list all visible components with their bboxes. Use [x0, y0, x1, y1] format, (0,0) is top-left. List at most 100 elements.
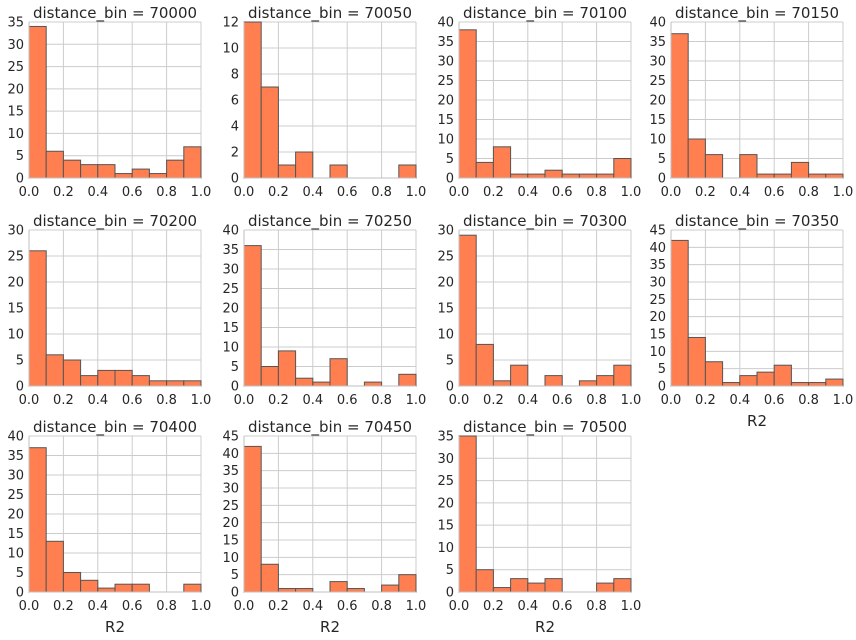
histogram-bar: [596, 173, 615, 179]
subplot-title: distance_bin = 70150: [675, 4, 839, 23]
y-tick-label: 5: [231, 568, 239, 583]
y-tick-label: 10: [7, 328, 24, 343]
y-tick-label: 5: [16, 354, 24, 369]
y-tick-label: 20: [222, 302, 239, 317]
y-tick-label: 0: [16, 172, 24, 187]
histogram-bar: [756, 371, 775, 387]
y-tick-label: 20: [7, 82, 24, 97]
y-tick-label: 20: [7, 508, 24, 523]
histogram-bar: [613, 364, 632, 387]
y-tick-label: 30: [437, 452, 454, 467]
histogram-bar: [510, 173, 529, 179]
x-tick-label: 1.0: [621, 185, 642, 200]
histogram-bar: [475, 569, 494, 593]
y-tick-label: 35: [649, 258, 666, 273]
histogram-bar: [596, 375, 615, 387]
y-tick-label: 10: [222, 551, 239, 566]
y-tick-label: 0: [446, 380, 454, 395]
histogram-bar: [97, 587, 116, 593]
histogram-bar: [277, 164, 297, 179]
x-tick-label: 0.6: [764, 185, 785, 200]
histogram-bar: [722, 382, 741, 387]
x-tick-label: 0.2: [53, 599, 74, 614]
histogram-bar: [381, 584, 400, 593]
subplot-title: distance_bin = 70100: [463, 4, 627, 23]
x-tick-label: 0.6: [337, 599, 358, 614]
histogram-bar: [148, 380, 168, 387]
histogram-bar: [62, 359, 82, 387]
x-tick-label: 0.2: [268, 599, 289, 614]
histogram-bar: [475, 161, 494, 179]
x-tick-label: 0.8: [156, 599, 177, 614]
y-tick-label: 25: [222, 499, 239, 514]
histogram-bar: [329, 581, 348, 593]
histogram-bar: [45, 150, 64, 179]
x-tick-label: 0.2: [483, 185, 504, 200]
y-tick-label: 25: [649, 74, 666, 89]
y-tick-label: 0: [658, 172, 666, 187]
subplot-title: distance_bin = 70500: [463, 418, 627, 437]
y-tick-label: 30: [649, 276, 666, 291]
y-tick-label: 15: [437, 519, 454, 534]
histogram-bar: [398, 373, 417, 387]
subplot-6: 0 5 10 15 20 25 30 0.0 0.2 0.4 0.6 0.8 1.0 distance_b…: [437, 212, 641, 408]
histogram-bar: [561, 173, 580, 179]
histogram-bar: [544, 578, 563, 593]
histogram-bar: [243, 245, 262, 387]
y-tick-label: 10: [649, 345, 666, 360]
x-tick-label: 0.0: [19, 393, 40, 408]
y-tick-label: 40: [649, 241, 666, 256]
y-tick-label: 35: [222, 243, 239, 258]
y-tick-label: 40: [222, 447, 239, 462]
y-tick-label: 20: [437, 276, 454, 291]
x-tick-label: 0.6: [552, 393, 573, 408]
x-tick-label: 0.0: [661, 185, 682, 200]
histogram-bar: [670, 239, 689, 387]
histogram-bar: [808, 173, 827, 179]
histogram-bar: [773, 173, 792, 179]
histogram-bar: [329, 358, 348, 387]
y-tick-label: 35: [437, 35, 454, 50]
y-tick-label: 40: [7, 430, 24, 445]
x-tick-label: 0.8: [156, 185, 177, 200]
histogram-bar: [704, 361, 724, 387]
y-tick-label: 20: [7, 276, 24, 291]
x-tick-label: 0.6: [552, 185, 573, 200]
histogram-bar: [243, 21, 262, 179]
y-tick-label: 40: [437, 16, 454, 31]
x-tick-label: 0.8: [156, 393, 177, 408]
histogram-bar: [596, 582, 615, 593]
y-tick-label: 15: [437, 113, 454, 128]
histogram-bar: [80, 375, 99, 387]
histogram-bar: [398, 574, 417, 593]
histogram-bar: [825, 173, 844, 179]
y-tick-label: 30: [7, 224, 24, 239]
y-tick-label: 25: [437, 250, 454, 265]
x-axis-label: R2: [320, 618, 340, 636]
histogram-bar: [183, 583, 202, 593]
y-tick-label: 0: [231, 586, 239, 601]
y-tick-label: 6: [231, 94, 239, 109]
subplot-title: distance_bin = 70000: [33, 4, 197, 23]
x-tick-label: 1.0: [833, 185, 854, 200]
y-tick-label: 30: [437, 55, 454, 70]
y-tick-label: 0: [16, 586, 24, 601]
x-tick-label: 0.6: [337, 393, 358, 408]
subplot-9: 0 5 10 15 20 25 30 35 40 45 0.0 0.2 0.4 0.6 0.8 1.0 dist…: [222, 418, 426, 636]
histogram-bar: [756, 173, 775, 179]
histogram-bar: [790, 161, 810, 179]
y-tick-label: 40: [222, 224, 239, 239]
histogram-bar: [458, 234, 477, 387]
histogram-bar: [687, 138, 706, 179]
x-tick-label: 1.0: [406, 393, 427, 408]
y-tick-label: 0: [231, 172, 239, 187]
x-tick-label: 0.2: [695, 185, 716, 200]
subplot-7: 0 5 10 15 20 25 30 35 40 45 0.0 0.2 0.4 0.6 0.8 1.0 dist…: [649, 212, 853, 430]
x-tick-label: 0.2: [53, 185, 74, 200]
histogram-bar: [739, 375, 758, 387]
y-tick-label: 10: [437, 133, 454, 148]
y-tick-label: 20: [437, 496, 454, 511]
subplot-title: distance_bin = 70250: [248, 212, 412, 231]
histogram-bar: [97, 369, 116, 387]
x-tick-label: 1.0: [191, 599, 212, 614]
